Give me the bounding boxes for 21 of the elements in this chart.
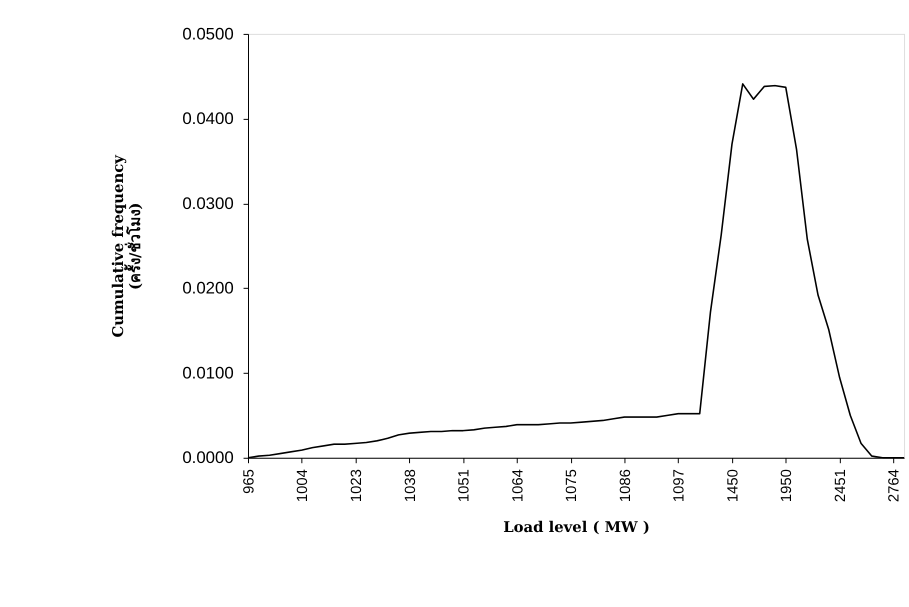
x-tick-label: 1097	[672, 469, 688, 502]
y-tick-label: 0.0500	[182, 24, 234, 44]
y-tick-label: 0.0100	[182, 363, 234, 382]
x-tick-label: 2451	[832, 469, 849, 502]
x-tick-label: 1023	[348, 469, 365, 502]
x-tick-label: 1064	[510, 469, 526, 502]
x-axis-title: Load level ( MW )	[503, 518, 650, 536]
x-tick-label: 965	[241, 469, 258, 494]
y-tick-label: 0.0400	[182, 109, 234, 128]
y-tick-label: 0.0000	[182, 448, 234, 468]
x-tick-label: 1051	[456, 469, 473, 502]
x-tick-label: 2764	[886, 469, 903, 502]
x-tick-label: 1450	[725, 469, 742, 502]
x-tick-label: 1038	[402, 469, 419, 502]
x-tick-label: 1004	[295, 469, 312, 502]
x-tick-label: 1950	[779, 469, 796, 502]
y-axis-title: Cumulative frequency (ครั้ง/ชั่วโมง)	[110, 154, 144, 338]
y-tick-label: 0.0300	[182, 194, 234, 213]
x-tick-label: 1086	[618, 469, 634, 502]
y-tick-label: 0.0200	[182, 278, 234, 298]
x-tick-label: 1075	[564, 469, 580, 502]
